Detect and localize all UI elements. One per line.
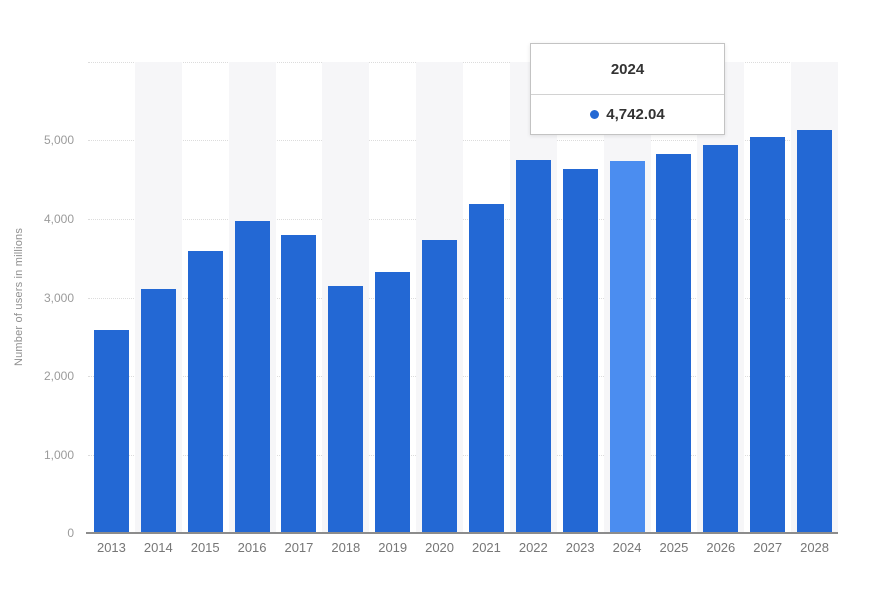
bar-2014[interactable]: [140, 288, 176, 533]
x-tick-label: 2021: [471, 540, 501, 555]
bar-column: [416, 62, 463, 533]
bar-2027[interactable]: [750, 137, 786, 533]
x-tick-label: 2015: [190, 540, 220, 555]
bar-column: [276, 62, 323, 533]
x-tick-label: 2023: [565, 540, 595, 555]
y-tick-label: 2,000: [43, 368, 74, 383]
x-tick-label: 2016: [237, 540, 267, 555]
bar-2023[interactable]: [562, 168, 598, 533]
bar-column: [509, 62, 557, 533]
x-axis-line: [86, 532, 838, 534]
x-tick-label: 2027: [753, 540, 783, 555]
bar-column: [603, 62, 651, 533]
bar-2018[interactable]: [328, 285, 364, 533]
x-tick-label: 2017: [284, 540, 314, 555]
tooltip-series-dot-icon: [590, 110, 600, 119]
tooltip: 2024 4,742.04: [530, 43, 725, 135]
bar-2025[interactable]: [656, 153, 692, 533]
y-tick-label: 4,000: [43, 211, 74, 226]
x-tick-label: 2020: [425, 540, 455, 555]
bar-column: [88, 62, 135, 533]
x-tick-label: 2013: [96, 540, 126, 555]
bar-column: [744, 62, 791, 533]
x-tick-label: 2022: [518, 540, 548, 555]
bar-2024[interactable]: [609, 160, 645, 533]
x-tick-label: 2018: [331, 540, 361, 555]
bar-column: [791, 62, 838, 533]
bar-column: [228, 62, 276, 533]
tooltip-body: 4,742.04: [531, 95, 724, 134]
x-tick-label: 2024: [612, 540, 642, 555]
bar-2017[interactable]: [281, 234, 317, 533]
bar-column: [182, 62, 229, 533]
bar-2026[interactable]: [703, 145, 739, 533]
bar-2021[interactable]: [468, 204, 504, 533]
y-tick-label: 1,000: [43, 447, 74, 462]
x-tick-label: 2019: [378, 540, 408, 555]
bar-column: [134, 62, 182, 533]
bar-column: [463, 62, 510, 533]
plot-area: [86, 62, 838, 534]
bar-column: [322, 62, 370, 533]
bar-column: [651, 62, 698, 533]
y-tick-label: 5,000: [43, 133, 74, 148]
bar-2028[interactable]: [797, 130, 833, 533]
tooltip-value: 4,742.04: [606, 106, 665, 123]
bar-2013[interactable]: [93, 330, 129, 533]
bar-column: [369, 62, 416, 533]
tooltip-year: 2024: [531, 44, 724, 95]
x-axis: 2013 2014 2015 2016 2017 2018 2019 2020 2021 2022…: [88, 538, 838, 558]
y-tick-label: 3,000: [43, 290, 74, 305]
x-tick-label: 2014: [143, 540, 173, 555]
x-tick-label: 2025: [659, 540, 689, 555]
y-tick-label: 0: [67, 526, 74, 540]
bar-2019[interactable]: [375, 272, 411, 533]
columns: [88, 62, 838, 533]
bar-2016[interactable]: [234, 220, 270, 533]
x-tick-label: 2028: [800, 540, 830, 555]
y-axis: 0 1,000 2,000 3,000 4,000 5,000: [0, 62, 74, 540]
bar-column: [697, 62, 745, 533]
bar-2020[interactable]: [422, 240, 458, 533]
bar-2015[interactable]: [187, 251, 223, 533]
bar-2022[interactable]: [515, 160, 551, 533]
bar-column: [557, 62, 604, 533]
x-tick-label: 2026: [706, 540, 736, 555]
